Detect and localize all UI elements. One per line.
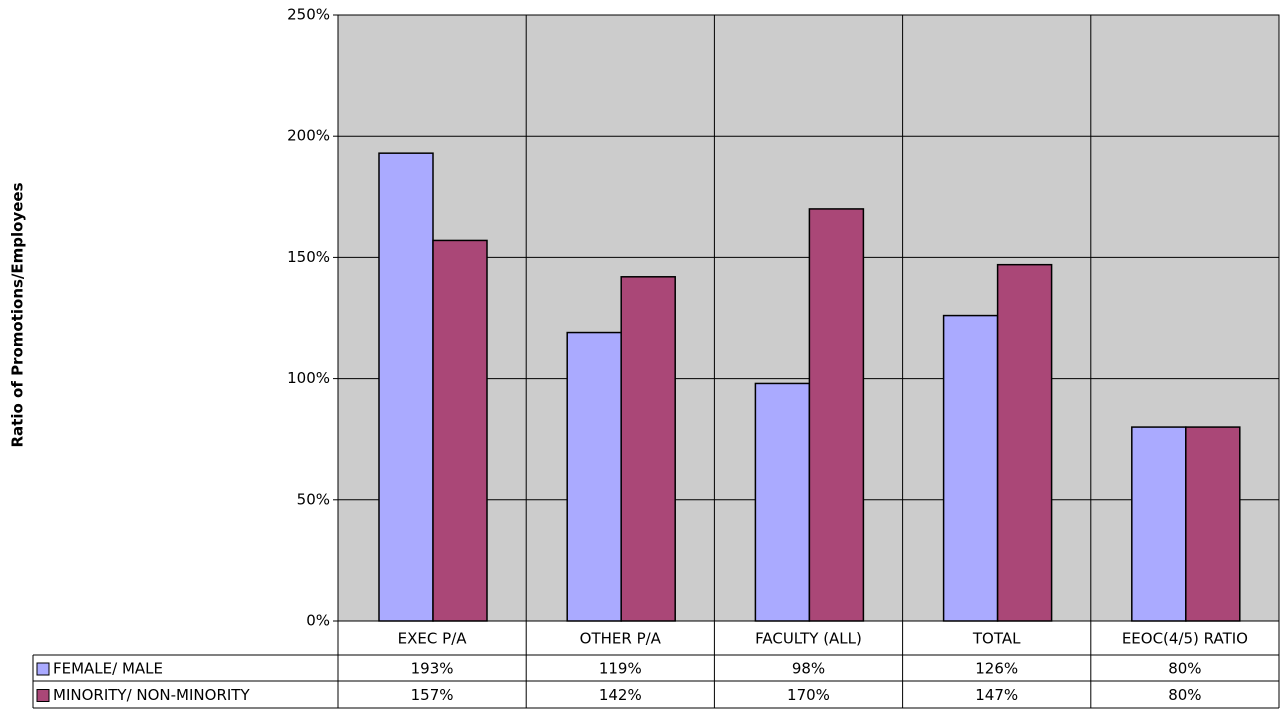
bar — [942, 314, 999, 622]
x-tick-label: TOTAL — [972, 630, 1021, 648]
data-label: 193% — [411, 660, 454, 678]
bar — [620, 276, 676, 622]
bar — [566, 331, 622, 622]
legend-label: MINORITY/ NON-MINORITY — [53, 686, 250, 704]
bar — [1185, 426, 1241, 622]
bar — [808, 208, 865, 622]
y-tick-label: 200% — [287, 127, 330, 145]
data-label: 80% — [1168, 660, 1201, 678]
data-label: 80% — [1168, 686, 1201, 704]
y-axis-label: Ratio of Promotions/Employees — [9, 182, 27, 447]
y-tick-label: 250% — [287, 6, 330, 24]
data-label: 98% — [792, 660, 825, 678]
bar — [432, 239, 488, 622]
x-tick-label: OTHER P/A — [580, 630, 662, 648]
y-tick-label: 0% — [306, 612, 330, 630]
data-label: 142% — [599, 686, 642, 704]
legend-label: FEMALE/ MALE — [53, 660, 163, 678]
x-tick-label: EXEC P/A — [398, 630, 468, 648]
x-tick-label: FACULTY (ALL) — [755, 630, 862, 648]
data-label: 147% — [975, 686, 1018, 704]
data-label: 157% — [411, 686, 454, 704]
data-label: 126% — [975, 660, 1018, 678]
legend-swatch — [36, 689, 50, 702]
y-tick-label: 50% — [297, 490, 330, 508]
bar — [996, 263, 1053, 622]
legend-swatch — [36, 662, 50, 676]
data-label: 119% — [599, 660, 642, 678]
bar — [754, 382, 811, 622]
bar — [378, 152, 434, 622]
data-label: 170% — [787, 686, 830, 704]
y-tick-label: 100% — [287, 369, 330, 387]
bar — [1131, 426, 1187, 622]
x-tick-label: EEOC(4/5) RATIO — [1122, 630, 1248, 648]
y-tick-label: 150% — [287, 248, 330, 266]
